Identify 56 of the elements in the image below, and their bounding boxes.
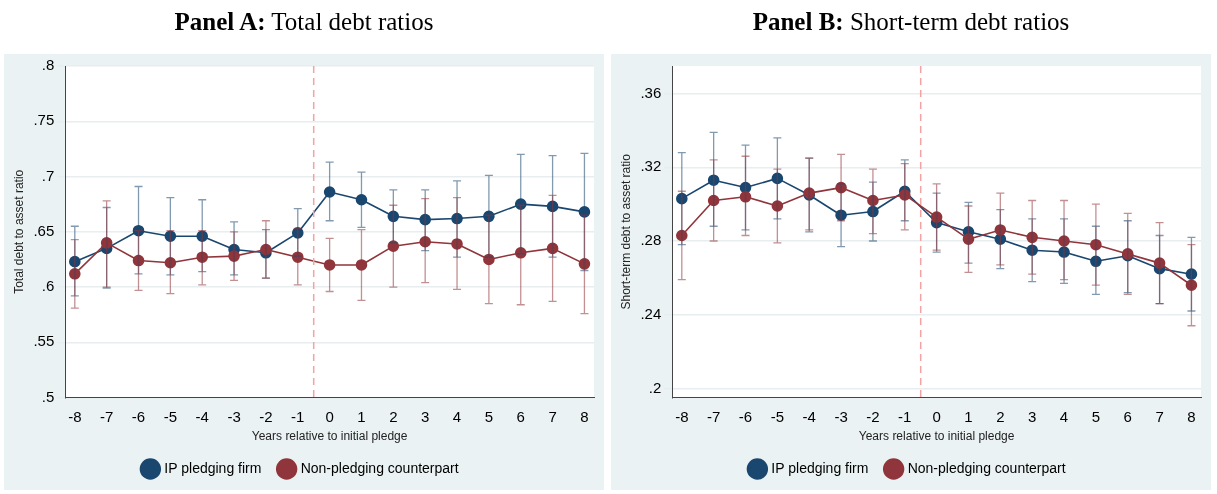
y-tick-label: .2 <box>648 378 662 396</box>
legend-label: Non-pledging counterpart <box>300 459 459 476</box>
x-tick-label: -2 <box>259 407 273 425</box>
x-tick-label: -4 <box>802 407 816 425</box>
x-tick-label: 2 <box>389 407 398 425</box>
x-axis-title: Years relative to initial pledge <box>858 429 1015 444</box>
x-tick-label: -2 <box>866 407 880 425</box>
y-tick-label: .7 <box>41 166 55 184</box>
x-tick-label: 8 <box>1187 407 1196 425</box>
y-axis-title: Total debt to asset ratio <box>11 169 26 294</box>
y-tick-label: .36 <box>640 83 662 101</box>
x-tick-label: -1 <box>291 407 305 425</box>
legend-label: IP pledging firm <box>164 459 262 476</box>
y-tick-label: .65 <box>33 221 55 239</box>
x-tick-label: 7 <box>548 407 557 425</box>
legend-label: IP pledging firm <box>771 459 869 476</box>
x-tick-label: -3 <box>834 407 848 425</box>
legend-label: Non-pledging counterpart <box>907 459 1066 476</box>
x-tick-label: 3 <box>1028 407 1037 425</box>
x-tick-label: -1 <box>898 407 912 425</box>
x-tick-label: -8 <box>675 407 689 425</box>
y-tick-label: .8 <box>41 56 55 74</box>
x-tick-label: -3 <box>227 407 241 425</box>
x-tick-label: -5 <box>163 407 178 425</box>
x-axis-title: Years relative to initial pledge <box>251 429 408 444</box>
y-tick-label: .28 <box>640 231 662 249</box>
x-tick-label: 0 <box>932 407 941 425</box>
x-tick-label: -4 <box>195 407 209 425</box>
x-tick-label: -6 <box>131 407 146 425</box>
x-tick-label: 2 <box>996 407 1005 425</box>
y-tick-label: .75 <box>33 111 55 129</box>
x-tick-label: 4 <box>1059 407 1069 425</box>
x-tick-label: 7 <box>1155 407 1164 425</box>
x-tick-label: 5 <box>484 407 494 425</box>
x-tick-label: 4 <box>452 407 462 425</box>
x-tick-label: 8 <box>580 407 589 425</box>
chart-title: Panel B: Short-term debt ratios <box>751 7 1071 37</box>
y-axis-title: Short-term debt to asset ratio <box>618 153 633 310</box>
y-tick-label: .24 <box>640 304 662 322</box>
y-tick-label: .6 <box>41 277 55 295</box>
x-tick-label: -6 <box>738 407 753 425</box>
x-tick-label: 6 <box>1123 407 1132 425</box>
x-tick-label: 5 <box>1091 407 1101 425</box>
x-tick-label: 6 <box>516 407 525 425</box>
x-tick-label: 0 <box>325 407 334 425</box>
y-tick-label: .55 <box>33 332 55 350</box>
x-tick-label: 1 <box>357 407 366 425</box>
chart-title: Panel A: Total debt ratios <box>173 7 435 37</box>
y-tick-label: .32 <box>640 157 662 175</box>
x-tick-label: -7 <box>706 407 721 425</box>
y-tick-label: .5 <box>41 387 55 405</box>
x-tick-label: 3 <box>421 407 430 425</box>
x-tick-label: -5 <box>770 407 785 425</box>
x-tick-label: -7 <box>99 407 114 425</box>
x-tick-label: 1 <box>964 407 973 425</box>
x-tick-label: -8 <box>68 407 82 425</box>
